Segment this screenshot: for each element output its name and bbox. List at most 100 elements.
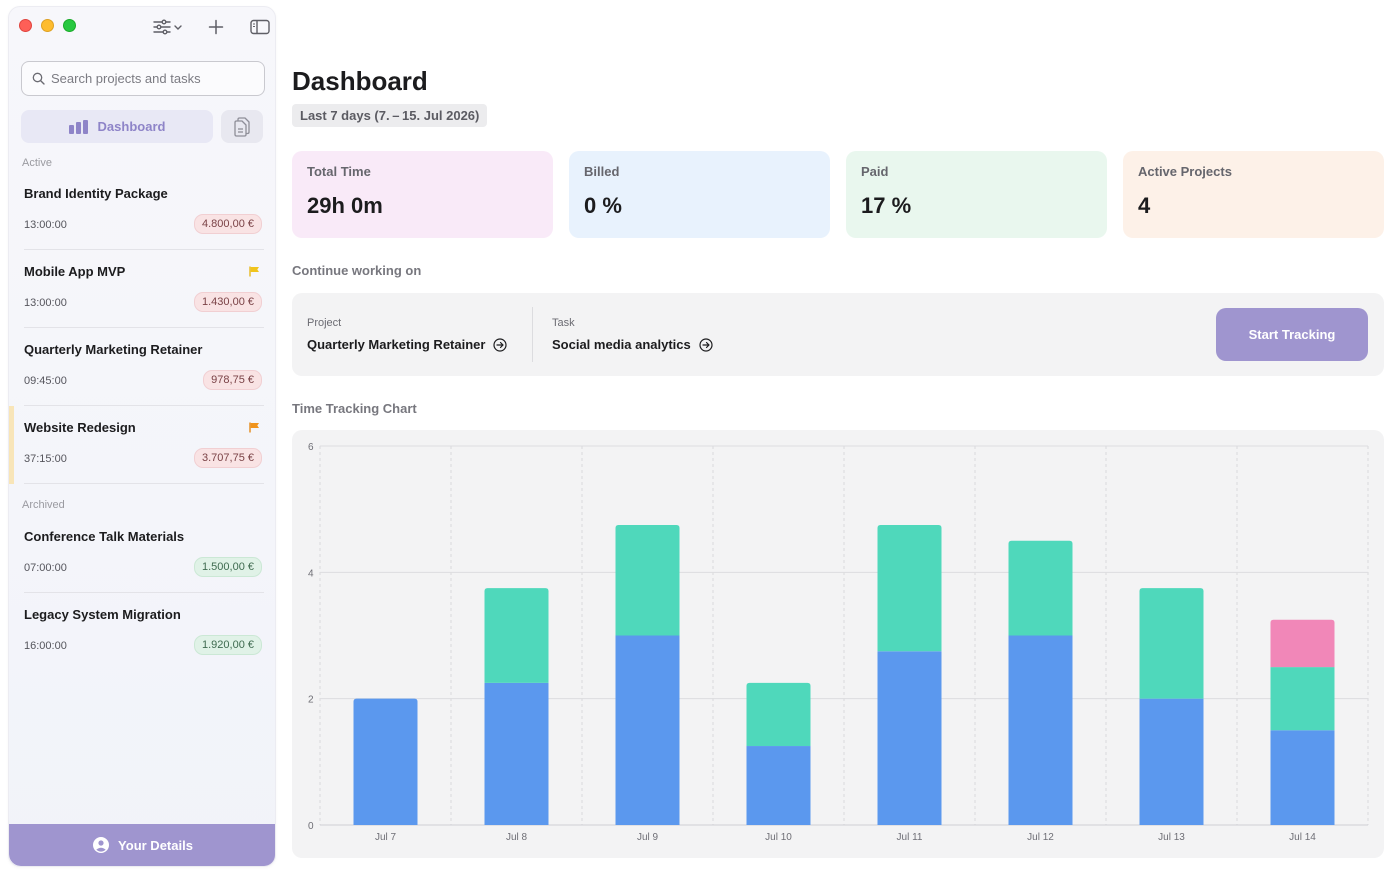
filter-menu-button[interactable]	[147, 16, 189, 38]
chart-x-tick-label: Jul 11	[897, 832, 923, 843]
stat-label: Billed	[584, 164, 620, 179]
chart-x-tick-label: Jul 9	[637, 832, 659, 843]
chart-bar-segment	[1139, 588, 1204, 699]
chart-bar-segment	[877, 651, 942, 825]
chart-bar-segment	[1270, 730, 1335, 825]
task-value: Social media analytics	[552, 337, 691, 352]
project-time: 13:00:00	[24, 297, 67, 309]
chart-bar-segment	[1008, 635, 1073, 825]
continue-heading: Continue working on	[292, 263, 422, 278]
sidebar-toggle-icon	[250, 19, 270, 35]
active-projects-list: Brand Identity Package 13:00:00 4.800,00…	[9, 172, 275, 484]
chart-bar-segment	[1270, 667, 1335, 731]
sidebar-nav: Dashboard	[21, 110, 263, 143]
project-time: 09:45:00	[24, 375, 67, 387]
search-icon	[32, 72, 45, 85]
project-value: Quarterly Marketing Retainer	[307, 337, 486, 352]
chart-bar-segment	[353, 698, 418, 825]
project-item-website-redesign[interactable]: Website Redesign 37:15:00 3.707,75 €	[9, 406, 264, 484]
project-time: 16:00:00	[24, 640, 67, 652]
project-name: Legacy System Migration	[24, 607, 181, 622]
stat-value: 17 %	[861, 193, 912, 218]
search-field[interactable]	[21, 61, 265, 96]
chart-bar-segment	[484, 588, 549, 683]
search-input[interactable]	[51, 71, 251, 86]
plus-icon	[208, 19, 224, 35]
chart-x-tick-label: Jul 10	[765, 832, 792, 843]
stat-value: 0 %	[584, 193, 622, 218]
chart-bar-segment	[1270, 619, 1335, 668]
chart-bar-segment	[615, 524, 680, 636]
window-controls	[19, 19, 76, 32]
chart-bar-segment	[1008, 540, 1073, 636]
close-window-button[interactable]	[19, 19, 32, 32]
stats-row: Total Time 29h 0m Billed 0 % Paid 17 % A…	[292, 151, 1384, 238]
project-item-quarterly-marketing[interactable]: Quarterly Marketing Retainer 09:45:00 97…	[24, 328, 264, 406]
project-link[interactable]: Quarterly Marketing Retainer	[307, 337, 508, 352]
chart-y-tick-label: 4	[308, 568, 314, 579]
chart-bar-segment	[615, 635, 680, 825]
project-amount-badge: 4.800,00 €	[194, 214, 262, 234]
page-title: Dashboard	[292, 66, 428, 96]
stat-card-active-projects: Active Projects 4	[1123, 151, 1384, 238]
flag-icon	[249, 266, 259, 277]
stat-label: Paid	[861, 164, 889, 179]
sidebar-toolbar	[147, 16, 275, 38]
project-label: Project	[307, 317, 342, 329]
time-tracking-chart: 0 2 4 6 Jul 7 Jul 8 Jul 9 Jul 10 Jul 11 Jul 12 Jul…	[292, 430, 1384, 858]
running-indicator	[9, 406, 14, 484]
main-content: Dashboard Last 7 days (7. – 15. Jul 2026…	[292, 0, 1386, 875]
filter-sliders-icon	[153, 19, 182, 35]
minimize-window-button[interactable]	[41, 19, 54, 32]
start-tracking-button[interactable]: Start Tracking	[1216, 308, 1368, 361]
project-item-conference-talk[interactable]: Conference Talk Materials 07:00:00 1.500…	[24, 515, 264, 593]
chart-y-tick-label: 2	[308, 695, 314, 706]
project-name: Website Redesign	[24, 420, 136, 435]
add-button[interactable]	[195, 16, 237, 38]
user-circle-icon	[93, 837, 110, 853]
your-details-label: Your Details	[118, 837, 193, 853]
your-details-button[interactable]: Your Details	[9, 824, 275, 866]
stat-card-billed: Billed 0 %	[569, 151, 830, 238]
project-name: Quarterly Marketing Retainer	[24, 342, 203, 357]
project-item-brand-identity[interactable]: Brand Identity Package 13:00:00 4.800,00…	[24, 172, 264, 250]
project-name: Conference Talk Materials	[24, 529, 185, 544]
dashboard-nav-button[interactable]: Dashboard	[21, 110, 213, 143]
stat-card-total-time: Total Time 29h 0m	[292, 151, 553, 238]
archived-section-label: Archived	[22, 499, 65, 511]
chart-x-tick-label: Jul 14	[1289, 832, 1316, 843]
project-time: 37:15:00	[24, 453, 67, 465]
sidebar: Dashboard Active Brand Identity Package …	[8, 6, 276, 867]
bar-chart-icon	[68, 119, 88, 134]
active-section-label: Active	[22, 157, 52, 169]
task-link[interactable]: Social media analytics	[552, 337, 713, 352]
chart-x-tick-label: Jul 7	[375, 832, 397, 843]
project-item-mobile-app[interactable]: Mobile App MVP 13:00:00 1.430,00 €	[24, 250, 264, 328]
project-amount-badge: 978,75 €	[203, 370, 262, 390]
divider	[532, 307, 533, 362]
toggle-sidebar-button[interactable]	[239, 16, 275, 38]
stat-card-paid: Paid 17 %	[846, 151, 1107, 238]
chart-heading: Time Tracking Chart	[292, 401, 417, 416]
chart-bar-segment	[877, 524, 942, 652]
chart-svg: 0 2 4 6 Jul 7 Jul 8 Jul 9 Jul 10 Jul 11 Jul 12 Jul…	[308, 442, 1369, 843]
dashboard-nav-label: Dashboard	[97, 119, 166, 134]
chart-y-tick-label: 6	[308, 442, 314, 453]
chart-y-tick-label: 0	[308, 821, 314, 832]
archived-projects-list: Conference Talk Materials 07:00:00 1.500…	[9, 515, 275, 671]
chart-x-tick-label: Jul 12	[1027, 832, 1054, 843]
date-range-chip[interactable]: Last 7 days (7. – 15. Jul 2026)	[292, 104, 488, 127]
project-amount-badge: 3.707,75 €	[194, 448, 262, 468]
chart-x-tick-label: Jul 8	[506, 832, 528, 843]
documents-nav-button[interactable]	[221, 110, 263, 143]
documents-icon	[234, 116, 250, 137]
continue-working-panel: Project Quarterly Marketing Retainer Tas…	[292, 293, 1384, 376]
project-time: 07:00:00	[24, 562, 67, 574]
flag-icon	[249, 422, 259, 433]
project-name: Mobile App MVP	[24, 264, 126, 279]
stat-label: Total Time	[307, 164, 371, 179]
stat-value: 29h 0m	[307, 193, 383, 218]
zoom-window-button[interactable]	[63, 19, 76, 32]
project-item-legacy-migration[interactable]: Legacy System Migration 16:00:00 1.920,0…	[24, 593, 262, 671]
project-amount-badge: 1.920,00 €	[194, 635, 262, 655]
